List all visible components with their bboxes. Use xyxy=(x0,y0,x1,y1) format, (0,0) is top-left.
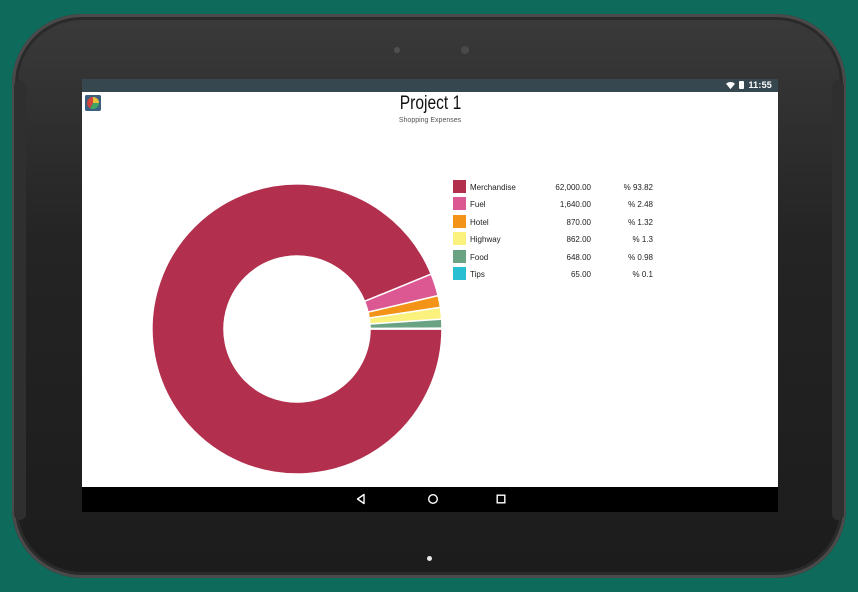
camera-icon xyxy=(461,46,469,54)
legend-value: 1,640.00 xyxy=(559,200,591,210)
chart-header: Project 1 Shopping Expenses xyxy=(82,93,778,124)
legend-percent: % 2.48 xyxy=(628,200,653,210)
status-bar: 11:55 xyxy=(82,79,778,92)
app-pie-chart-icon[interactable] xyxy=(85,95,101,111)
legend-swatch xyxy=(453,249,466,263)
chart-legend: Merchandise 62,000.00 % 93.82 Fuel 1,640.00%… xyxy=(453,179,668,283)
legend-label: Highway xyxy=(470,235,501,245)
legend-label: Tips xyxy=(470,269,485,279)
legend-item-fuel[interactable]: Fuel 1,640.00 % 2.48 xyxy=(453,196,668,213)
legend-item-hotel[interactable]: Hotel 870.00 % 1.32 xyxy=(453,214,668,231)
page-title: Project 1 xyxy=(399,93,461,114)
legend-item-food[interactable]: Food 648.00 % 0.98 xyxy=(453,249,668,266)
legend-value: 862.00 xyxy=(566,235,591,245)
sensor-icon xyxy=(394,47,400,53)
legend-label: Food xyxy=(470,252,489,262)
indicator-light-icon xyxy=(427,556,432,561)
legend-label: Fuel xyxy=(470,200,486,210)
legend-percent: % 0.98 xyxy=(628,252,653,262)
page-subtitle: Shopping Expenses xyxy=(398,117,462,124)
legend-swatch xyxy=(453,232,466,246)
side-grip-left xyxy=(14,80,26,520)
legend-swatch xyxy=(453,197,466,211)
legend-percent: % 93.82 xyxy=(623,183,653,192)
legend-value: 62,000.00 xyxy=(555,183,591,192)
status-icons: 11:55 xyxy=(726,80,772,90)
legend-label: Merchandise xyxy=(470,183,516,192)
legend-value: 870.00 xyxy=(566,217,591,227)
legend-swatch xyxy=(453,266,466,280)
battery-icon xyxy=(739,81,745,89)
legend-percent: % 0.1 xyxy=(632,269,653,279)
recent-apps-icon[interactable] xyxy=(495,493,507,505)
side-grip-right xyxy=(832,80,844,520)
home-icon[interactable] xyxy=(427,493,439,505)
legend-percent: % 1.3 xyxy=(632,235,653,245)
legend-item-tips[interactable]: Tips 65.00 % 0.1 xyxy=(453,266,668,283)
wifi-icon xyxy=(726,81,736,89)
donut-chart[interactable] xyxy=(142,174,452,484)
legend-value: 648.00 xyxy=(566,252,591,262)
back-icon[interactable] xyxy=(355,493,367,505)
app-screen: 11:55 Project 1 Shopping Expenses Mercha… xyxy=(82,79,778,512)
pie-slice-merchandise[interactable] xyxy=(151,183,443,475)
navigation-bar xyxy=(82,487,778,512)
pie-slice-tips[interactable] xyxy=(369,327,443,330)
legend-swatch xyxy=(453,180,466,193)
legend-swatch xyxy=(453,214,466,228)
legend-value: 65.00 xyxy=(570,269,591,279)
legend-item-highway[interactable]: Highway 862.00 % 1.3 xyxy=(453,231,668,248)
status-clock: 11:55 xyxy=(748,80,772,90)
legend-percent: % 1.32 xyxy=(628,217,653,227)
legend-label: Hotel xyxy=(470,217,489,227)
legend-item-merchandise[interactable]: Merchandise 62,000.00 % 93.82 xyxy=(453,179,668,196)
